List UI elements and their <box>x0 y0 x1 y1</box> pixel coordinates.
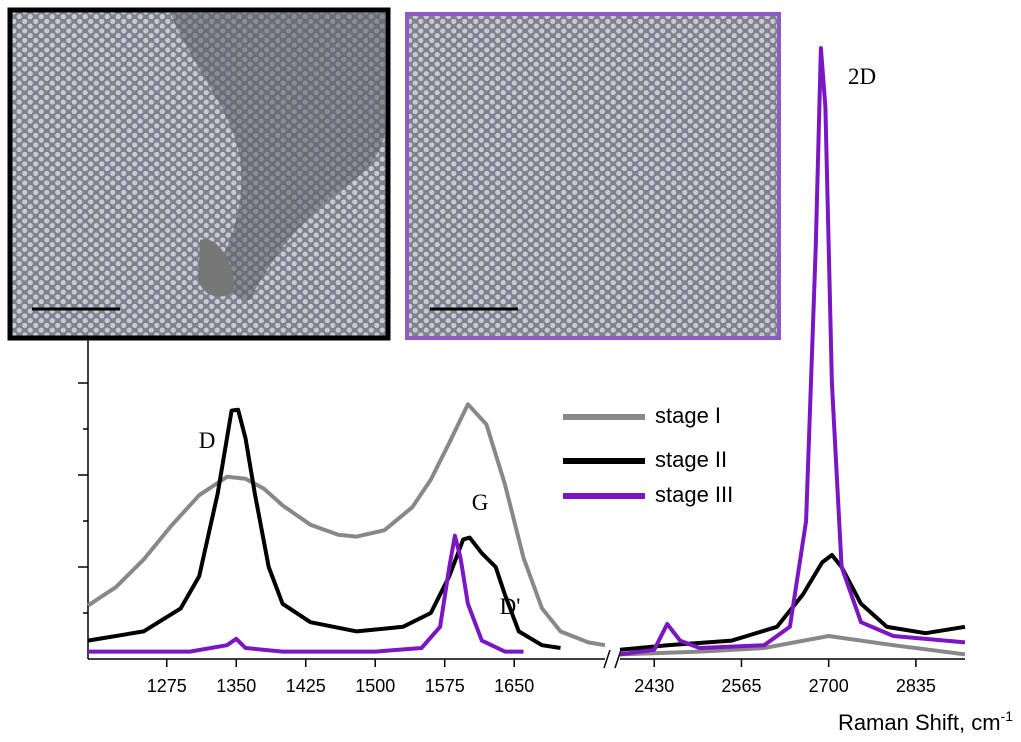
x-tick-label: 2430 <box>634 676 674 696</box>
x-axis-title: Raman Shift, cm-1 <box>838 708 1013 735</box>
peak-label: D' <box>500 594 521 619</box>
legend-label: stage II <box>655 447 727 472</box>
peak-label: D <box>199 428 216 453</box>
axis-break <box>603 649 611 669</box>
x-tick-label: 1350 <box>216 676 256 696</box>
inset-right <box>405 12 781 340</box>
plot: Raman Shift, cm-1 <box>87 340 1013 735</box>
peak-label: G <box>472 490 489 515</box>
x-tick-label: 1425 <box>286 676 326 696</box>
series-line <box>619 634 966 657</box>
series-line <box>86 402 606 648</box>
defect-region <box>170 12 386 300</box>
peak-label: 2D <box>848 64 876 89</box>
legend-label: stage III <box>655 482 733 507</box>
series-line <box>619 46 966 657</box>
x-tick-label: 2700 <box>809 676 849 696</box>
series-line <box>88 533 524 654</box>
legend-label: stage I <box>655 403 721 428</box>
x-tick-label: 2835 <box>896 676 936 696</box>
inset-left <box>7 7 391 341</box>
x-tick-label: 1575 <box>425 676 465 696</box>
micrograph <box>405 12 781 340</box>
series-line <box>87 407 561 650</box>
x-tick-label: 2565 <box>721 676 761 696</box>
x-axis-title-sup: -1 <box>1001 708 1014 724</box>
x-tick-label: 1650 <box>494 676 534 696</box>
contamination <box>198 239 235 297</box>
x-tick-label: 1275 <box>147 676 187 696</box>
x-axis-title-text: Raman Shift, cm <box>838 710 1001 735</box>
series-line <box>619 553 966 652</box>
x-tick-label: 1500 <box>355 676 395 696</box>
